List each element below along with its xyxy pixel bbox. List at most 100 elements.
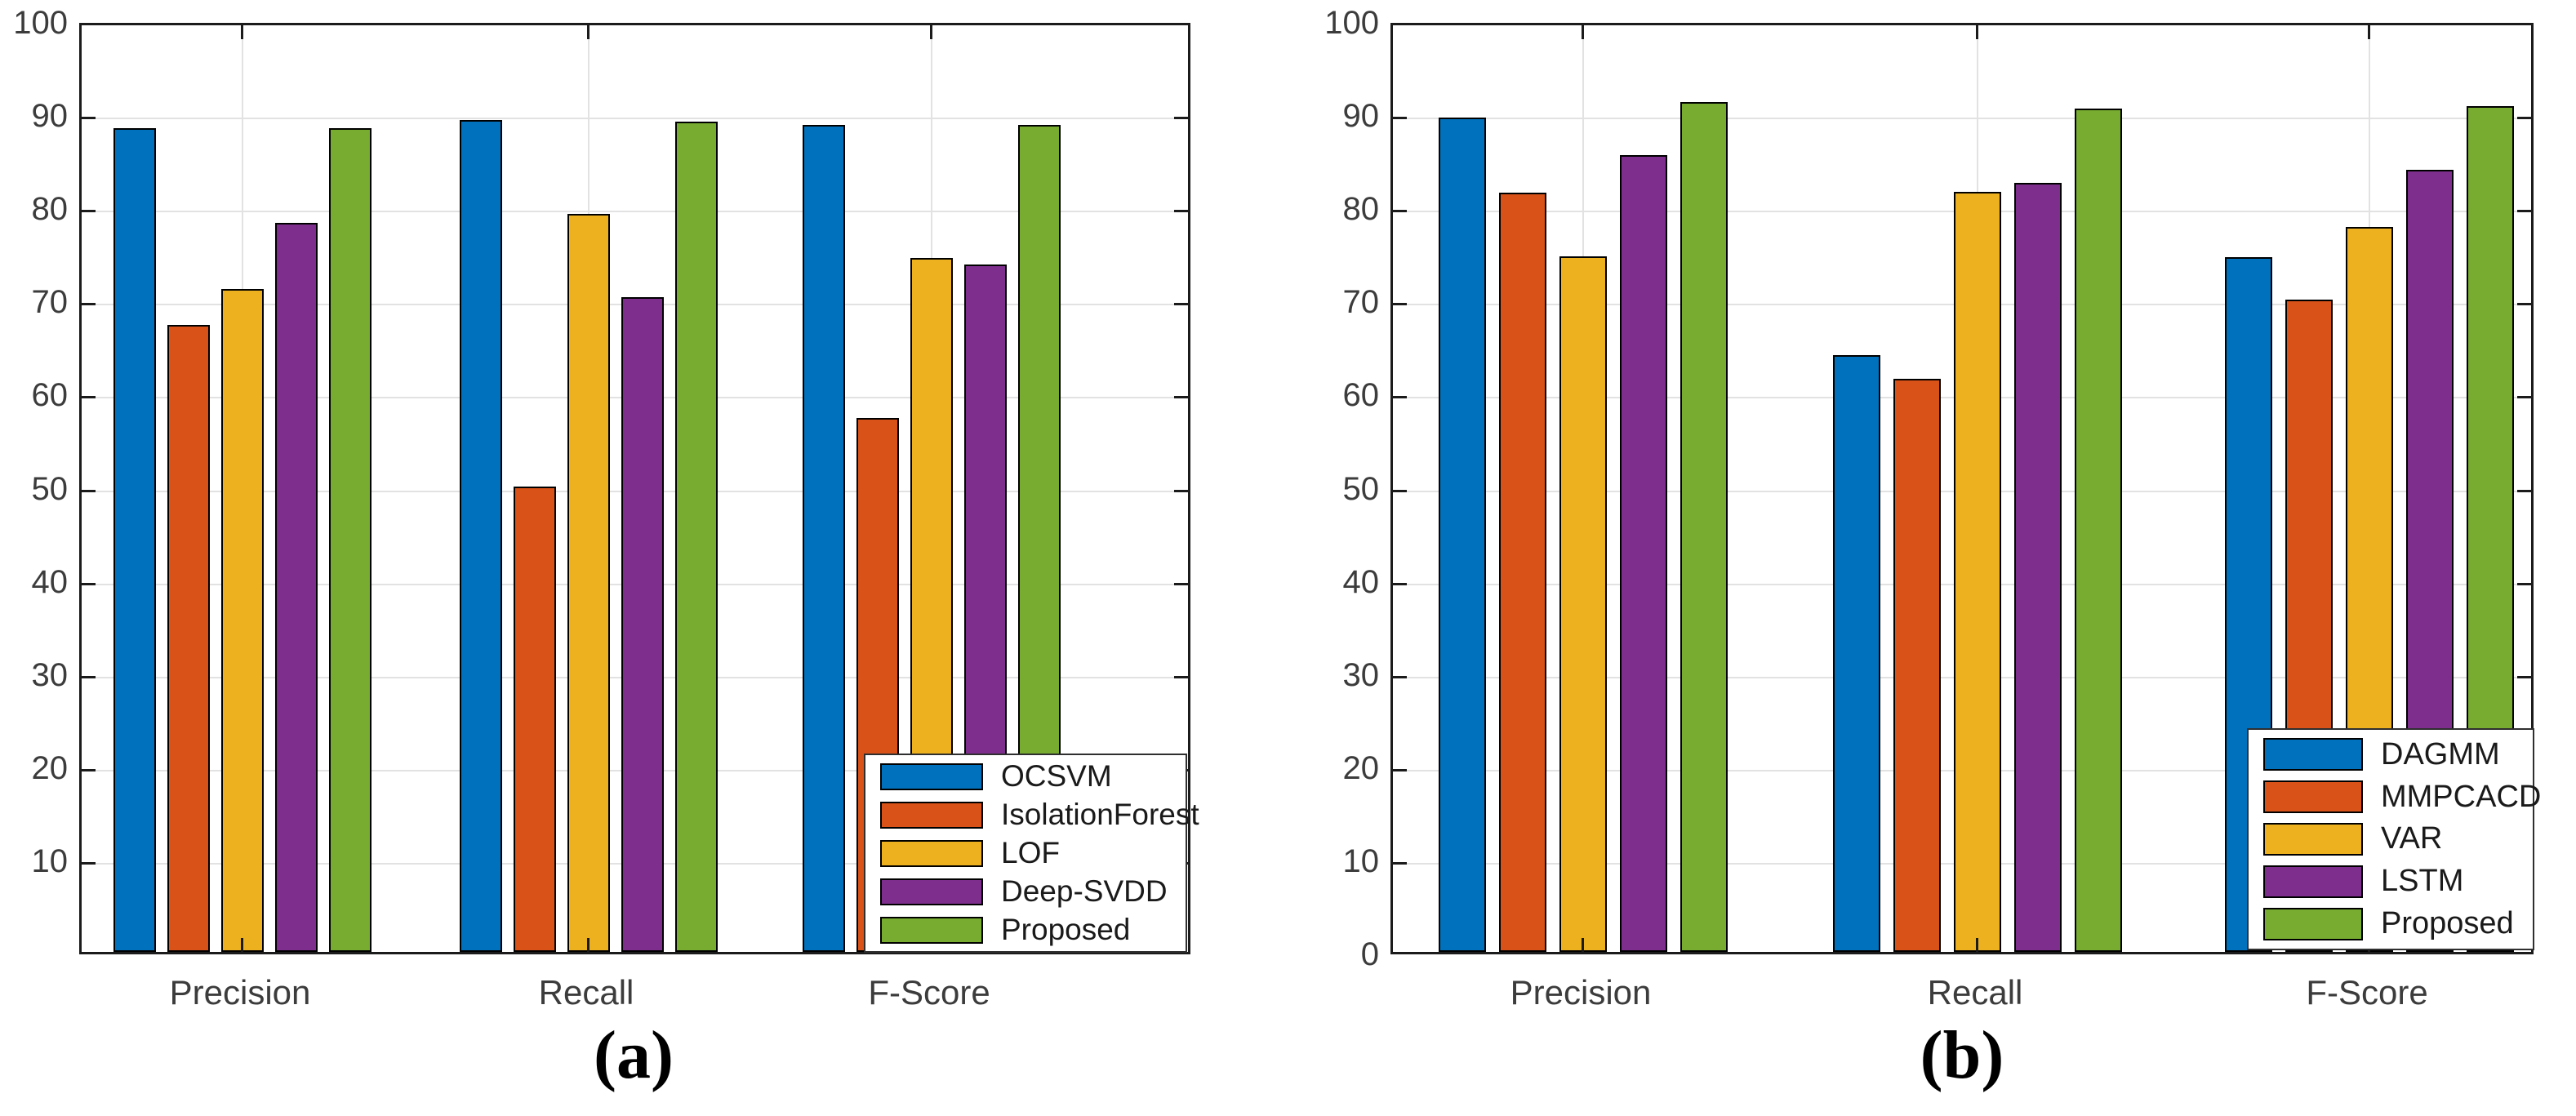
- bar-dagmm-recall: [1833, 354, 1880, 952]
- y-tick-label: 30: [1342, 656, 1380, 693]
- bar-proposed-recall: [2075, 109, 2122, 952]
- legend-label: DAGMM: [2381, 736, 2500, 771]
- y-tick-mark: [2517, 675, 2531, 678]
- y-tick-label: 60: [31, 377, 69, 414]
- y-tick-label: 20: [1342, 749, 1380, 786]
- legend-item: MMPCACD: [2263, 780, 2541, 815]
- y-tick-label: 0: [1360, 936, 1379, 972]
- y-tick-mark: [82, 117, 96, 120]
- y-tick-mark: [1174, 117, 1188, 120]
- x-tick-mark: [587, 938, 589, 952]
- legend-item: Deep-SVDD: [880, 874, 1186, 909]
- y-gridline: [82, 211, 1188, 213]
- x-tick-mark: [241, 938, 243, 952]
- bar-lof-precision: [221, 288, 264, 952]
- legend-label: LOF: [1001, 836, 1060, 869]
- y-tick-mark: [1393, 489, 1407, 492]
- x-tick-label: F-Score: [868, 973, 990, 1012]
- legend-swatch: [2263, 780, 2363, 814]
- legend-item: Proposed: [880, 913, 1186, 947]
- y-tick-label: 50: [1342, 470, 1380, 507]
- y-tick-mark: [82, 675, 96, 678]
- y-tick-label: 70: [1342, 284, 1380, 321]
- bar-isolationforest-recall: [514, 486, 556, 952]
- legend-item: VAR: [2263, 821, 2533, 856]
- y-tick-mark: [2517, 210, 2531, 213]
- y-tick-label: 20: [31, 749, 69, 786]
- legend-swatch: [880, 916, 983, 944]
- bar-ocsvm-recall: [460, 120, 502, 952]
- y-tick-mark: [1393, 303, 1407, 306]
- x-tick-label: Recall: [538, 973, 634, 1012]
- y-tick-mark: [2517, 117, 2531, 120]
- legend-a: OCSVM IsolationForest LOF Deep-SVDD Proposed: [864, 754, 1199, 953]
- y-tick-mark: [82, 303, 96, 306]
- y-tick-label: 100: [13, 5, 68, 41]
- legend-item: LSTM: [2263, 864, 2533, 899]
- bar-lof-recall: [567, 214, 610, 952]
- y-tick-label: 90: [31, 98, 69, 135]
- y-tick-mark: [82, 210, 96, 213]
- y-gridline: [1393, 118, 2531, 120]
- legend-item: Proposed: [2263, 906, 2533, 941]
- y-tick-label: 90: [1342, 98, 1380, 135]
- bar-ocsvm-f-score: [803, 124, 845, 952]
- bar-proposed-precision: [1680, 102, 1728, 952]
- y-tick-label: 70: [31, 284, 69, 321]
- legend-label: Deep-SVDD: [1001, 874, 1168, 908]
- y-tick-label: 80: [1342, 191, 1380, 228]
- legend-item: OCSVM: [880, 759, 1186, 794]
- x-tick-label: Recall: [1927, 973, 2023, 1012]
- y-tick-mark: [82, 396, 96, 399]
- subfigure-caption-b: (b): [1920, 1017, 2004, 1093]
- y-tick-label: 100: [1324, 5, 1379, 41]
- y-tick-label: 50: [31, 470, 69, 507]
- y-tick-mark: [1174, 582, 1188, 585]
- legend-swatch: [880, 839, 983, 867]
- legend-swatch: [880, 801, 983, 829]
- y-tick-mark: [82, 489, 96, 492]
- x-tick-mark: [1582, 938, 1584, 952]
- legend-swatch: [2263, 907, 2363, 940]
- y-tick-label: 10: [31, 843, 69, 879]
- x-tick-mark: [930, 25, 932, 39]
- bar-proposed-precision: [329, 128, 371, 952]
- y-tick-mark: [82, 861, 96, 865]
- y-tick-mark: [1393, 396, 1407, 399]
- bar-dagmm-precision: [1439, 117, 1486, 952]
- bar-deep-svdd-precision: [275, 222, 318, 952]
- x-tick-mark: [1582, 25, 1584, 39]
- y-tick-mark: [2517, 303, 2531, 306]
- legend-label: IsolationForest: [1001, 798, 1199, 831]
- legend-swatch: [2263, 738, 2363, 771]
- y-tick-label: 30: [31, 656, 69, 693]
- y-tick-mark: [82, 582, 96, 585]
- bar-proposed-recall: [675, 122, 718, 952]
- y-tick-mark: [1393, 582, 1407, 585]
- x-tick-mark: [1976, 938, 1978, 952]
- bar-deep-svdd-recall: [621, 296, 664, 952]
- legend-swatch: [880, 878, 983, 905]
- y-tick-mark: [2517, 489, 2531, 492]
- y-gridline: [82, 118, 1188, 120]
- x-tick-label: Precision: [169, 973, 311, 1012]
- y-tick-label: 10: [1342, 843, 1380, 879]
- y-tick-mark: [1174, 396, 1188, 399]
- y-tick-label: 80: [31, 191, 69, 228]
- y-tick-mark: [1393, 768, 1407, 771]
- bar-mmpcacd-recall: [1893, 379, 1941, 952]
- y-tick-mark: [1174, 210, 1188, 213]
- y-tick-mark: [2517, 396, 2531, 399]
- legend-item: IsolationForest: [880, 798, 1199, 832]
- y-tick-mark: [1393, 675, 1407, 678]
- legend-item: DAGMM: [2263, 737, 2533, 772]
- x-tick-mark: [2368, 25, 2370, 39]
- bar-var-recall: [1954, 191, 2001, 952]
- bar-isolationforest-precision: [167, 325, 210, 952]
- legend-label: Proposed: [1001, 913, 1131, 946]
- y-tick-mark: [1174, 675, 1188, 678]
- y-tick-label: 40: [31, 563, 69, 600]
- legend-swatch: [2263, 822, 2363, 856]
- legend-label: Proposed: [2381, 906, 2514, 941]
